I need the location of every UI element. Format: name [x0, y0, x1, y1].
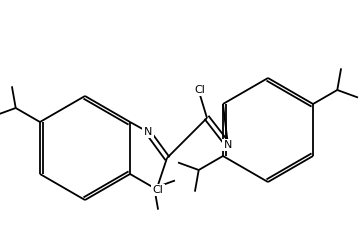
Text: N: N: [144, 127, 152, 137]
Text: Cl: Cl: [152, 185, 163, 195]
Text: Cl: Cl: [194, 85, 206, 95]
Text: N: N: [224, 140, 232, 150]
